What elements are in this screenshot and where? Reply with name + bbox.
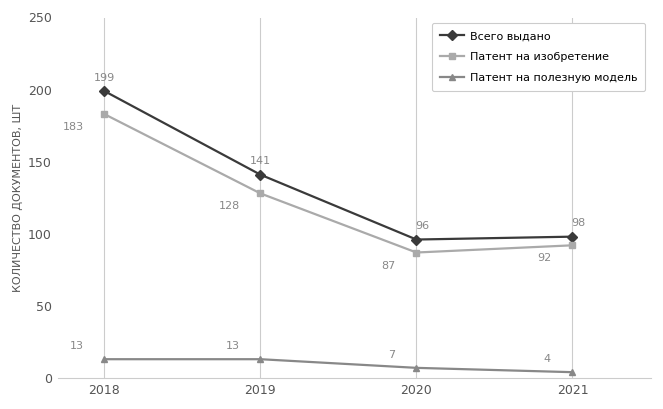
Text: 183: 183 [63,122,84,132]
Text: 96: 96 [415,221,429,231]
Всего выдано [568,234,576,239]
Text: 92: 92 [538,253,552,263]
Патент на изобретение [257,191,265,196]
Патент на полезную модель [568,370,576,375]
Всего выдано [257,172,265,177]
Text: 98: 98 [571,218,585,228]
Патент на изобретение [568,243,576,248]
Text: 128: 128 [219,202,241,211]
Патент на полезную модель [257,357,265,362]
Патент на полезную модель [412,365,420,370]
Text: 87: 87 [381,261,396,271]
Text: 13: 13 [225,341,239,351]
Y-axis label: КОЛИЧЕСТВО ДОКУМЕНТОВ, ШТ: КОЛИЧЕСТВО ДОКУМЕНТОВ, ШТ [13,103,23,292]
Всего выдано [412,237,420,242]
Line: Всего выдано: Всего выдано [101,88,576,243]
Line: Патент на изобретение: Патент на изобретение [101,110,576,256]
Патент на изобретение [412,250,420,255]
Text: 13: 13 [70,341,84,351]
Всего выдано [100,89,108,94]
Text: 4: 4 [544,354,551,364]
Text: 7: 7 [388,350,395,360]
Legend: Всего выдано, Патент на изобретение, Патент на полезную модель: Всего выдано, Патент на изобретение, Пат… [432,23,645,91]
Патент на полезную модель [100,357,108,362]
Text: 141: 141 [250,156,271,166]
Line: Патент на полезную модель: Патент на полезную модель [101,356,576,375]
Патент на изобретение [100,112,108,117]
Text: 199: 199 [93,73,115,83]
